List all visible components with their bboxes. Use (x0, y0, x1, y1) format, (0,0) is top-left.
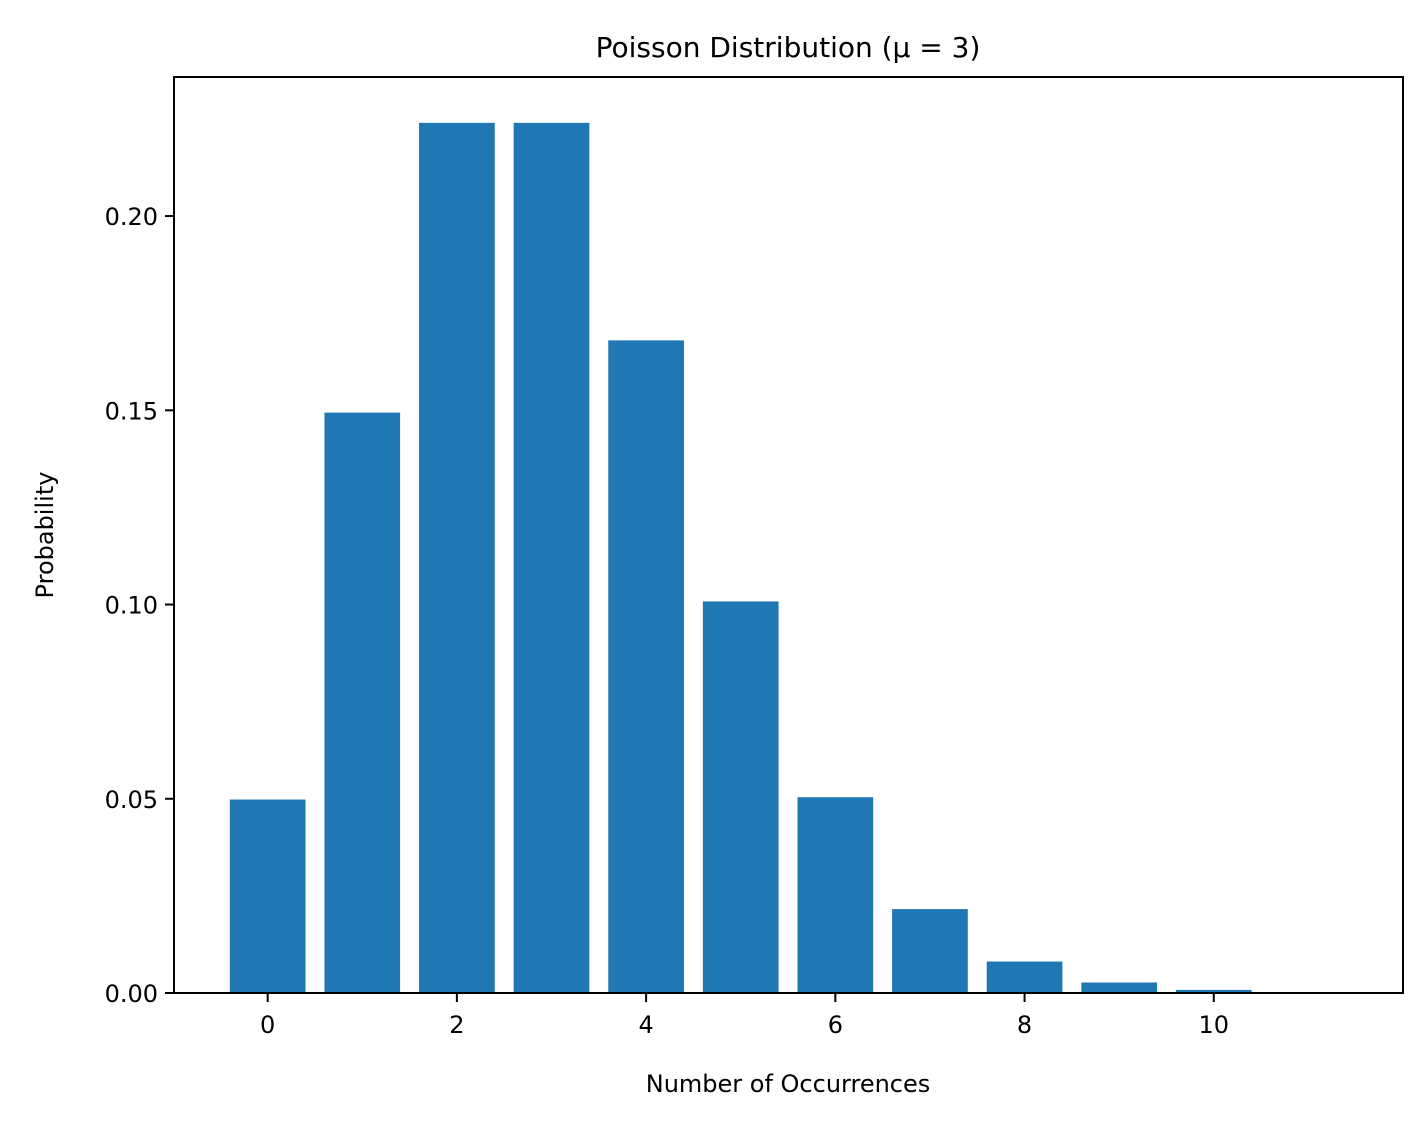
x-tick-label: 6 (828, 1011, 843, 1039)
y-tick-label: 0.05 (105, 786, 158, 814)
y-tick-label: 0.15 (105, 397, 158, 425)
x-tick-label: 8 (1017, 1011, 1032, 1039)
axes-frame (173, 76, 1404, 994)
x-axis-label: Number of Occurrences (646, 1070, 931, 1098)
bar-9 (1081, 982, 1158, 993)
x-tick-label: 2 (449, 1011, 464, 1039)
y-tick-label: 0.00 (105, 980, 158, 1008)
bar-8 (986, 961, 1063, 993)
x-tick-label: 4 (638, 1011, 653, 1039)
y-axis-label: Probability (31, 472, 59, 599)
x-axis-ticks: 0 2 4 6 8 10 (260, 993, 1229, 1039)
y-tick-label: 0.20 (105, 203, 158, 231)
bars (229, 122, 1347, 994)
bar-10 (1175, 989, 1252, 993)
x-tick-label: 0 (260, 1011, 275, 1039)
bar-1 (324, 412, 401, 994)
x-tick-label: 10 (1199, 1011, 1230, 1039)
y-axis-ticks: 0.00 0.05 0.10 0.15 0.20 (105, 203, 174, 1008)
chart-title: Poisson Distribution (μ = 3) (596, 31, 981, 64)
y-tick-label: 0.10 (105, 592, 158, 620)
bar-7 (892, 909, 968, 993)
bar-6 (797, 797, 874, 993)
bar-4 (608, 340, 684, 993)
bar-5 (702, 601, 779, 993)
bar-2 (419, 122, 495, 993)
bar-3 (513, 122, 590, 993)
bar-0 (229, 799, 306, 993)
